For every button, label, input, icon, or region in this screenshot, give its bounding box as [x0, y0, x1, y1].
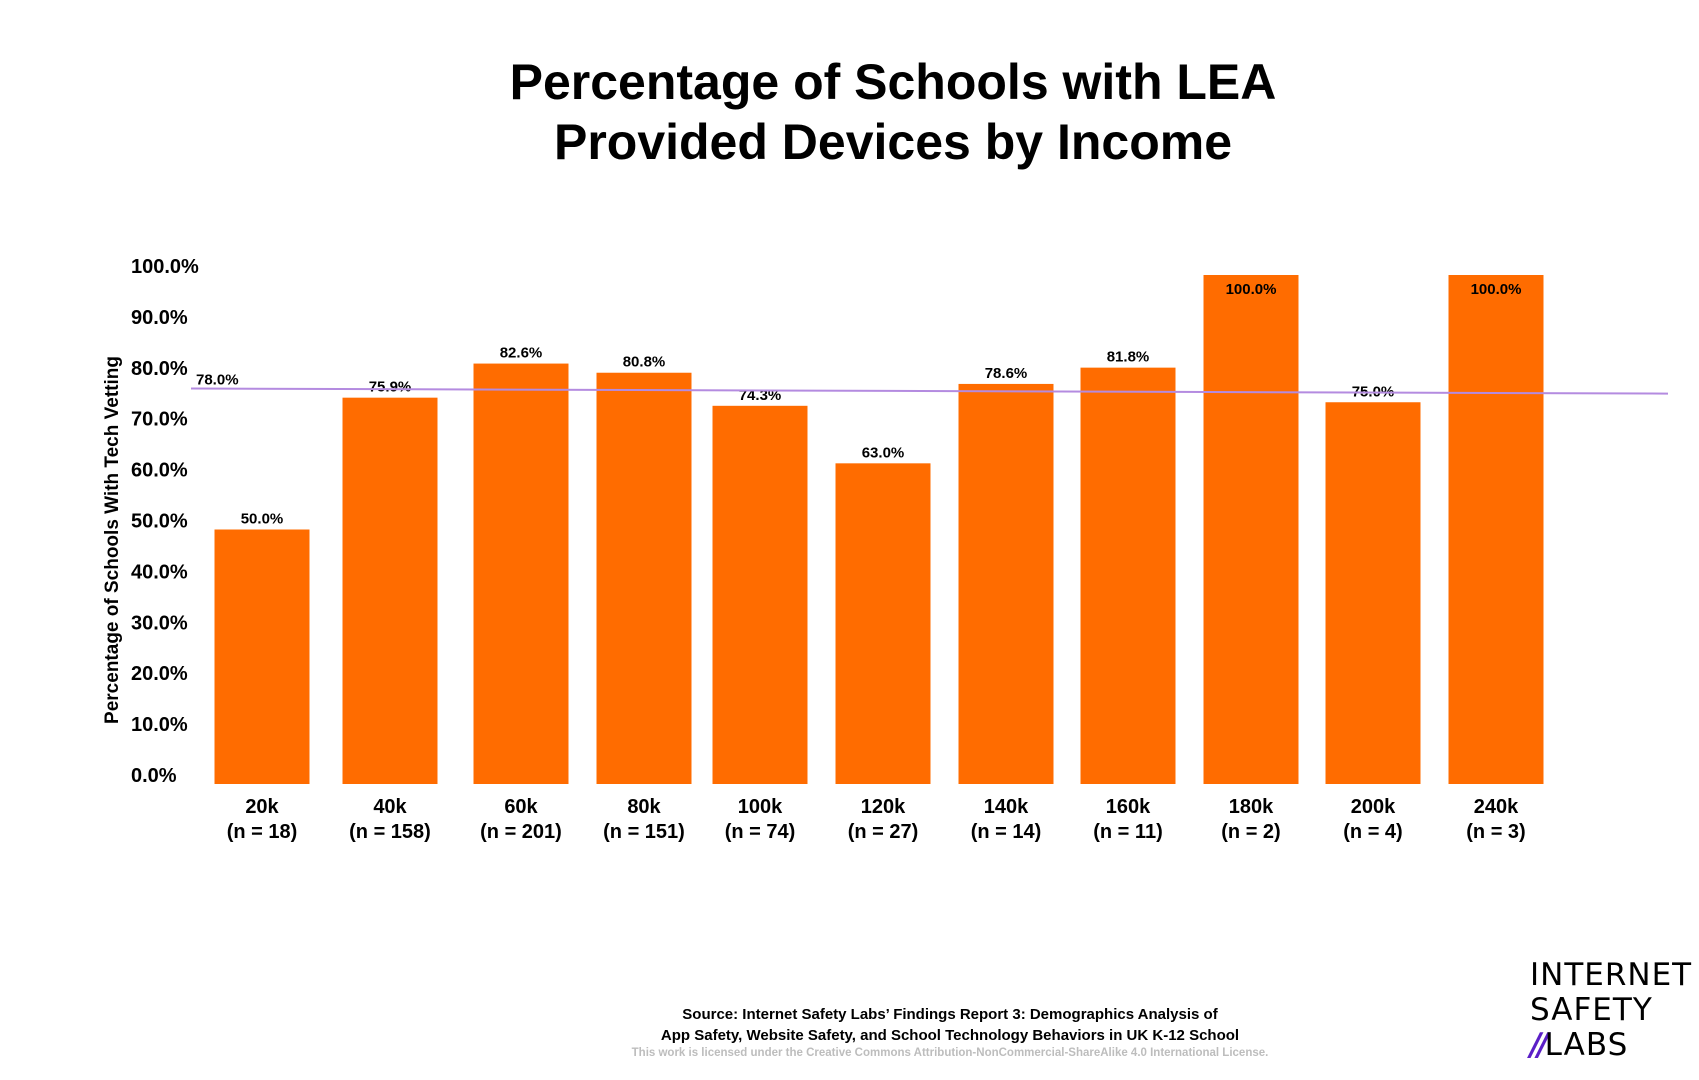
logo-line-2: SAFETY [1530, 992, 1653, 1028]
source-line-1: Source: Internet Safety Labs’ Findings R… [682, 1006, 1218, 1023]
y-tick-label: 90.0% [131, 307, 188, 329]
data-label: 78.6% [985, 365, 1028, 382]
y-tick-label: 40.0% [131, 561, 188, 583]
y-tick-label: 30.0% [131, 612, 188, 634]
logo-line-3: //LABS [1530, 1028, 1692, 1063]
x-tick-label: 60k [504, 796, 538, 818]
data-label: 80.8% [623, 354, 666, 371]
source-line-2: App Safety, Website Safety, and School T… [660, 1027, 1240, 1044]
x-sample-size-label: (n = 201) [480, 821, 562, 843]
bar-80k [596, 372, 692, 784]
x-sample-size-label: (n = 14) [971, 821, 1042, 843]
bar-140k [958, 383, 1054, 784]
x-sample-size-label: (n = 158) [349, 821, 431, 843]
logo-slash-mark: // [1530, 1027, 1549, 1063]
data-label: 75.9% [369, 379, 412, 396]
data-label: 63.0% [862, 444, 905, 461]
y-tick-label: 20.0% [131, 663, 188, 685]
x-sample-size-label: (n = 18) [227, 821, 298, 843]
chart-title: Percentage of Schools with LEA Provided … [0, 52, 1699, 172]
x-tick-label: 120k [861, 796, 906, 818]
chart-title-line-1: Percentage of Schools with LEA [509, 54, 1277, 110]
bar-240k [1448, 275, 1544, 784]
y-tick-label: 0.0% [131, 765, 177, 787]
average-reference-line [190, 387, 1669, 395]
x-sample-size-label: (n = 74) [725, 821, 796, 843]
data-label: 100.0% [1471, 281, 1522, 298]
y-axis-label: Percentage of Schools With Tech Vetting [102, 356, 123, 724]
data-label: 50.0% [241, 511, 284, 528]
x-tick-label: 20k [245, 796, 279, 818]
x-sample-size-label: (n = 3) [1466, 821, 1525, 843]
data-label: 74.3% [739, 387, 782, 404]
data-label: 82.6% [500, 345, 543, 362]
logo-labs: LABS [1544, 1027, 1629, 1063]
bar-180k [1203, 275, 1299, 784]
y-tick-label: 100.0% [131, 256, 199, 278]
bar-200k [1325, 402, 1421, 784]
x-tick-label: 40k [373, 796, 407, 818]
bar-120k [835, 463, 931, 784]
license-text: This work is licensed under the Creative… [631, 1047, 1269, 1059]
y-tick-label: 50.0% [131, 511, 188, 533]
bar-40k [342, 397, 438, 784]
x-tick-label: 180k [1229, 796, 1274, 818]
internet-safety-labs-logo: INTERNET SAFETY //LABS [1530, 958, 1692, 1063]
y-tick-label: 70.0% [131, 409, 188, 431]
x-tick-label: 100k [738, 796, 783, 818]
x-sample-size-label: (n = 27) [848, 821, 919, 843]
bar-160k [1080, 367, 1176, 784]
data-label: 100.0% [1226, 281, 1277, 298]
y-tick-label: 10.0% [131, 714, 188, 736]
reference-line-label: 78.0% [196, 372, 239, 389]
x-tick-label: 240k [1474, 796, 1519, 818]
bar-100k [712, 405, 808, 784]
data-label: 81.8% [1107, 349, 1150, 366]
logo-line-1: INTERNET [1530, 957, 1693, 993]
x-tick-label: 160k [1106, 796, 1151, 818]
x-sample-size-label: (n = 2) [1221, 821, 1280, 843]
bar-60k [473, 363, 569, 784]
x-sample-size-label: (n = 151) [603, 821, 685, 843]
chart-title-line-2: Provided Devices by Income [553, 114, 1233, 170]
x-tick-label: 200k [1351, 796, 1396, 818]
x-tick-label: 140k [984, 796, 1029, 818]
x-sample-size-label: (n = 11) [1093, 821, 1162, 843]
bar-20k [214, 529, 310, 784]
y-tick-label: 60.0% [131, 460, 188, 482]
x-sample-size-label: (n = 4) [1343, 821, 1402, 843]
y-tick-label: 80.0% [131, 358, 188, 380]
x-tick-label: 80k [627, 796, 661, 818]
